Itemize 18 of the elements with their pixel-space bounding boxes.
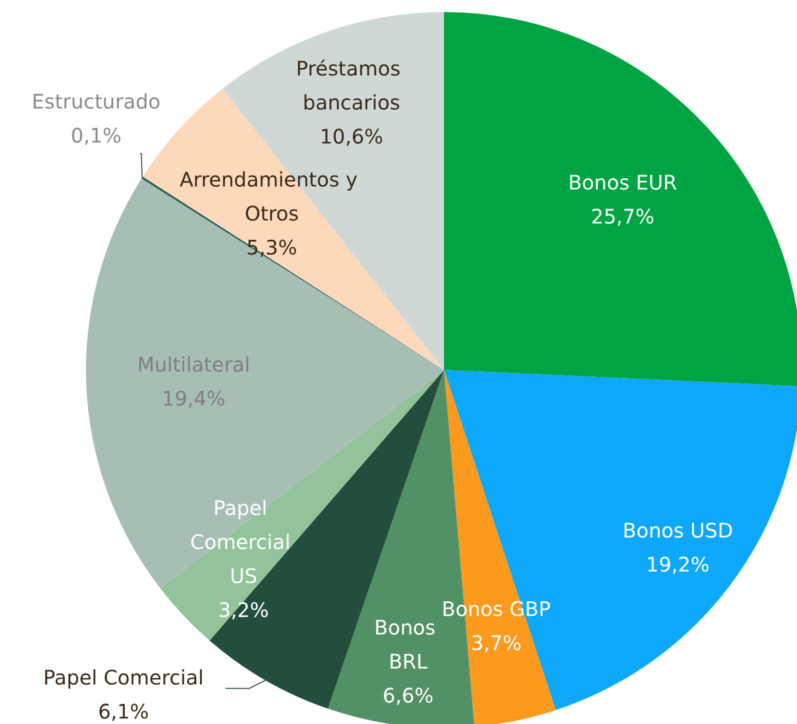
- slice-label: Multilateral: [137, 352, 250, 376]
- data-label: 3,7%: [470, 631, 522, 656]
- data-label: 19,2%: [646, 552, 710, 577]
- slice-label: Papel Comercial US: [190, 496, 297, 588]
- slice-label: Bonos BRL: [374, 615, 442, 674]
- data-label: 25,7%: [590, 204, 654, 228]
- data-label: 6,6%: [382, 683, 434, 708]
- slice-label: Bonos EUR: [568, 170, 678, 194]
- data-label: 10,6%: [320, 124, 384, 149]
- data-label: 0,1%: [70, 124, 122, 148]
- slice-label: Bonos USD: [622, 518, 733, 543]
- slice-label: Préstamos bancarios: [296, 56, 407, 115]
- slice-label: Papel Comercial: [43, 665, 204, 690]
- slice-label: Estructurado: [32, 90, 161, 114]
- data-label: 19,4%: [162, 386, 226, 410]
- slice-label: Arrendamientos y Otros: [180, 168, 364, 226]
- data-label: 3,2%: [218, 598, 269, 622]
- data-label: 6,1%: [98, 699, 149, 724]
